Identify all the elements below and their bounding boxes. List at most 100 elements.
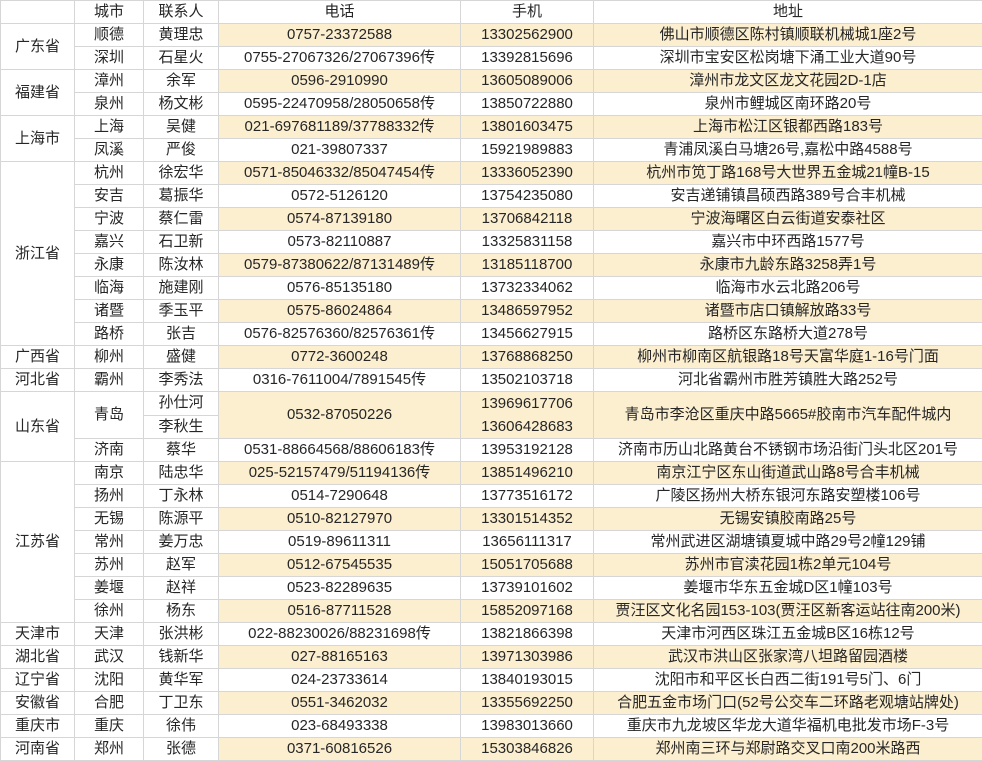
cell-contact[interactable]: 葛振华: [144, 185, 219, 208]
cell-city[interactable]: 合肥: [75, 692, 144, 715]
cell-phone[interactable]: 0576-82576360/82576361传: [219, 323, 461, 346]
cell-phone[interactable]: 0316-7611004/7891545传: [219, 369, 461, 392]
cell-phone[interactable]: 025-52157479/51194136传: [219, 462, 461, 485]
cell-contact[interactable]: 吴健: [144, 116, 219, 139]
cell-contact[interactable]: 孙仕河: [144, 392, 219, 416]
cell-province[interactable]: 广东省: [1, 24, 75, 70]
cell-province[interactable]: 上海市: [1, 116, 75, 162]
cell-province[interactable]: 河南省: [1, 738, 75, 761]
cell-mobile[interactable]: 13605089006: [461, 70, 594, 93]
cell-mobile[interactable]: 13706842118: [461, 208, 594, 231]
cell-mobile[interactable]: 15051705688: [461, 554, 594, 577]
cell-mobile[interactable]: 13336052390: [461, 162, 594, 185]
cell-phone[interactable]: 0579-87380622/87131489传: [219, 254, 461, 277]
cell-contact[interactable]: 黄理忠: [144, 24, 219, 47]
cell-contact[interactable]: 余军: [144, 70, 219, 93]
cell-phone[interactable]: 0519-89611311: [219, 531, 461, 554]
cell-city[interactable]: 沈阳: [75, 669, 144, 692]
cell-mobile[interactable]: 13773516172: [461, 485, 594, 508]
cell-city[interactable]: 上海: [75, 116, 144, 139]
cell-address[interactable]: 常州武进区湖塘镇夏城中路29号2幢129铺: [594, 531, 982, 554]
cell-phone[interactable]: 0596-2910990: [219, 70, 461, 93]
cell-mobile[interactable]: 13656111317: [461, 531, 594, 554]
cell-contact[interactable]: 蔡华: [144, 439, 219, 462]
cell-phone[interactable]: 0512-67545535: [219, 554, 461, 577]
cell-contact[interactable]: 徐宏华: [144, 162, 219, 185]
cell-mobile[interactable]: 13953192128: [461, 439, 594, 462]
cell-contact[interactable]: 石卫新: [144, 231, 219, 254]
cell-contact[interactable]: 施建刚: [144, 277, 219, 300]
cell-city[interactable]: 徐州: [75, 600, 144, 623]
cell-contact[interactable]: 李秀法: [144, 369, 219, 392]
cell-mobile[interactable]: 13732334062: [461, 277, 594, 300]
cell-province[interactable]: 辽宁省: [1, 669, 75, 692]
cell-city[interactable]: 诸暨: [75, 300, 144, 323]
cell-phone[interactable]: 0595-22470958/28050658传: [219, 93, 461, 116]
cell-address[interactable]: 南京江宁区东山街道武山路8号合丰机械: [594, 462, 982, 485]
cell-mobile[interactable]: 13851496210: [461, 462, 594, 485]
cell-phone[interactable]: 0772-3600248: [219, 346, 461, 369]
cell-address[interactable]: 杭州市笕丁路168号大世界五金城21幢B-15: [594, 162, 982, 185]
cell-city[interactable]: 武汉: [75, 646, 144, 669]
cell-address[interactable]: 广陵区扬州大桥东银河东路安塑楼106号: [594, 485, 982, 508]
cell-city[interactable]: 凤溪: [75, 139, 144, 162]
cell-phone[interactable]: 0523-82289635: [219, 577, 461, 600]
cell-contact[interactable]: 丁卫东: [144, 692, 219, 715]
cell-city[interactable]: 南京: [75, 462, 144, 485]
cell-contact[interactable]: 李秋生: [144, 415, 219, 439]
cell-city[interactable]: 姜堰: [75, 577, 144, 600]
cell-address[interactable]: 漳州市龙文区龙文花园2D-1店: [594, 70, 982, 93]
cell-city[interactable]: 深圳: [75, 47, 144, 70]
cell-phone[interactable]: 0755-27067326/27067396传: [219, 47, 461, 70]
cell-contact[interactable]: 陆忠华: [144, 462, 219, 485]
cell-city[interactable]: 漳州: [75, 70, 144, 93]
cell-address[interactable]: 重庆市九龙坡区华龙大道华福机电批发市场F-3号: [594, 715, 982, 738]
cell-mobile[interactable]: 13355692250: [461, 692, 594, 715]
cell-province[interactable]: 江苏省: [1, 462, 75, 623]
cell-contact[interactable]: 杨东: [144, 600, 219, 623]
header-phone[interactable]: 电话: [219, 1, 461, 24]
header-province[interactable]: [1, 1, 75, 24]
cell-province[interactable]: 天津市: [1, 623, 75, 646]
cell-mobile[interactable]: 13768868250: [461, 346, 594, 369]
cell-address[interactable]: 嘉兴市中环西路1577号: [594, 231, 982, 254]
cell-address[interactable]: 济南市历山北路黄台不锈钢市场沿街门头北区201号: [594, 439, 982, 462]
cell-mobile[interactable]: 15921989883: [461, 139, 594, 162]
cell-city[interactable]: 安吉: [75, 185, 144, 208]
cell-city[interactable]: 天津: [75, 623, 144, 646]
cell-province[interactable]: 安徽省: [1, 692, 75, 715]
cell-address[interactable]: 河北省霸州市胜芳镇胜大路252号: [594, 369, 982, 392]
cell-phone[interactable]: 0510-82127970: [219, 508, 461, 531]
cell-city[interactable]: 青岛: [75, 392, 144, 439]
cell-mobile[interactable]: 13486597952: [461, 300, 594, 323]
cell-contact[interactable]: 张洪彬: [144, 623, 219, 646]
cell-address[interactable]: 泉州市鲤城区南环路20号: [594, 93, 982, 116]
cell-city[interactable]: 永康: [75, 254, 144, 277]
cell-mobile[interactable]: 15852097168: [461, 600, 594, 623]
cell-phone[interactable]: 0575-86024864: [219, 300, 461, 323]
cell-phone[interactable]: 0551-3462032: [219, 692, 461, 715]
cell-contact[interactable]: 赵军: [144, 554, 219, 577]
cell-contact[interactable]: 陈源平: [144, 508, 219, 531]
cell-address[interactable]: 柳州市柳南区航银路18号天富华庭1-16号门面: [594, 346, 982, 369]
cell-mobile[interactable]: 13392815696: [461, 47, 594, 70]
cell-phone[interactable]: 0757-23372588: [219, 24, 461, 47]
cell-phone[interactable]: 0574-87139180: [219, 208, 461, 231]
cell-mobile[interactable]: 13850722880: [461, 93, 594, 116]
cell-city[interactable]: 宁波: [75, 208, 144, 231]
cell-contact[interactable]: 张德: [144, 738, 219, 761]
cell-mobile[interactable]: 13456627915: [461, 323, 594, 346]
cell-phone[interactable]: 022-88230026/88231698传: [219, 623, 461, 646]
cell-mobile[interactable]: 13302562900: [461, 24, 594, 47]
header-address[interactable]: 地址: [594, 1, 982, 24]
cell-province[interactable]: 福建省: [1, 70, 75, 116]
cell-phone[interactable]: 0514-7290648: [219, 485, 461, 508]
cell-address[interactable]: 佛山市顺德区陈村镇顺联机械城1座2号: [594, 24, 982, 47]
cell-address[interactable]: 姜堰市华东五金城D区1幢103号: [594, 577, 982, 600]
cell-contact[interactable]: 石星火: [144, 47, 219, 70]
cell-mobile[interactable]: 13801603475: [461, 116, 594, 139]
cell-phone[interactable]: 0516-87711528: [219, 600, 461, 623]
cell-address[interactable]: 青浦凤溪白马塘26号,嘉松中路4588号: [594, 139, 982, 162]
cell-address[interactable]: 郑州南三环与郑尉路交叉口南200米路西: [594, 738, 982, 761]
